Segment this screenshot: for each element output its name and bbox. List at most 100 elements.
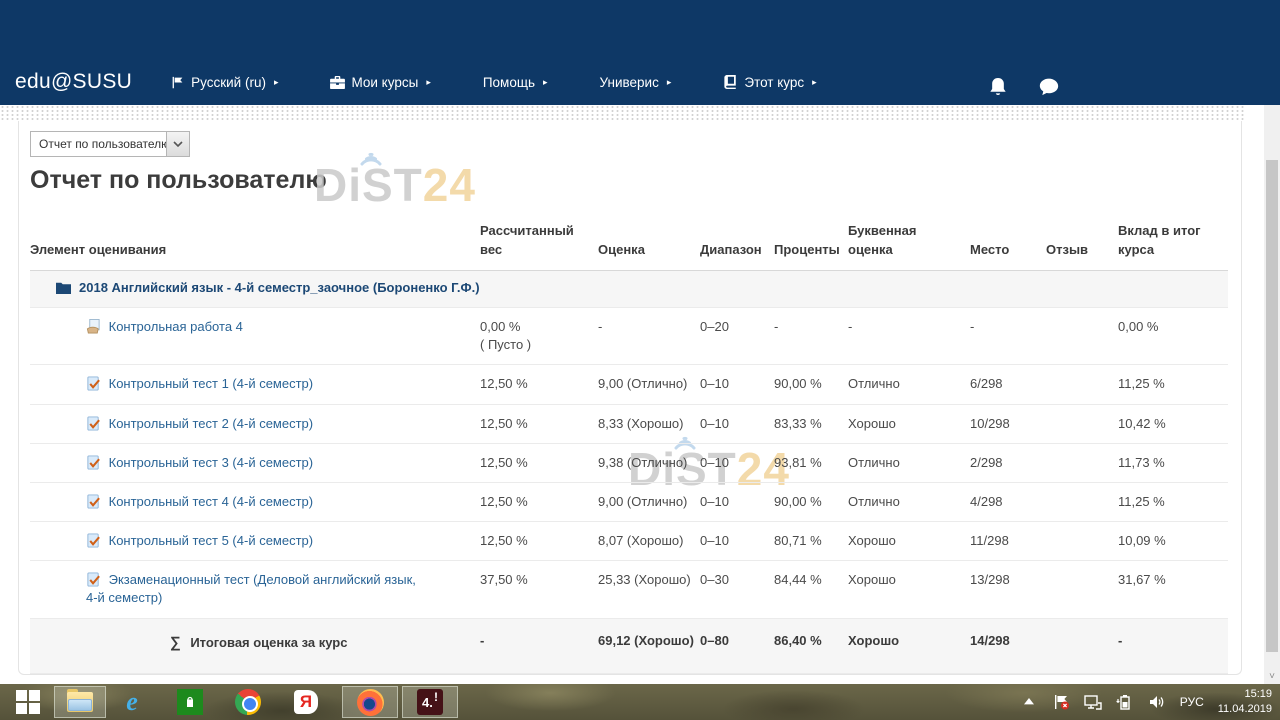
range-value: 0–30 — [700, 572, 729, 588]
percent-value: 93,81 % — [774, 454, 822, 470]
feedback-value — [1046, 618, 1118, 673]
col-header-percent: Проценты — [774, 241, 840, 257]
folder-icon — [56, 282, 71, 294]
report-type-select-value: Отчет по пользователю — [39, 137, 166, 151]
action-center-flag-icon[interactable] — [1052, 694, 1070, 710]
menu-item-label: Русский (ru) — [191, 74, 266, 90]
contribution-value: 11,73 % — [1118, 454, 1165, 470]
chevron-right-icon: ▸ — [543, 76, 548, 87]
grade-value: 8,07 (Хорошо) — [598, 533, 684, 549]
scrollbar-down-arrow[interactable]: ˅ — [1269, 671, 1275, 682]
volume-icon[interactable] — [1148, 694, 1166, 710]
taskbar-windows-store[interactable] — [168, 686, 212, 718]
quiz-icon — [87, 533, 100, 548]
content-card — [18, 121, 1242, 675]
quiz-icon — [87, 494, 100, 509]
table-row: Контрольный тест 2 (4-й семестр) 12,50 %… — [30, 404, 1228, 444]
letter-value: Хорошо — [848, 533, 896, 549]
grade-item-link[interactable]: Экзаменационный тест (Деловой английский… — [86, 572, 416, 606]
course-total-row: ∑ Итоговая оценка за курс - 69,12 (Хорош… — [30, 618, 1228, 674]
file-explorer-icon — [67, 689, 93, 712]
report-type-select[interactable]: Отчет по пользователю — [30, 131, 190, 157]
chrome-icon — [235, 689, 261, 715]
table-header-row: Элемент оценивания Рассчитанный вес Оцен… — [30, 222, 1228, 271]
clock[interactable]: 15:19 11.04.2019 — [1218, 687, 1272, 717]
menu-item-help[interactable]: Помощь ▸ — [483, 75, 548, 90]
battery-icon[interactable] — [1116, 694, 1134, 710]
grade-item-link[interactable]: Контрольный тест 2 (4-й семестр) — [108, 415, 314, 431]
col-header-weight: Рассчитанный вес — [480, 223, 574, 257]
grade-item-link[interactable]: Контрольный тест 5 (4-й семестр) — [108, 533, 314, 549]
taskbar-archive-app[interactable]: 4. ! — [402, 686, 458, 718]
grade-item-link[interactable]: Контрольная работа 4 — [108, 318, 243, 334]
contribution-value: 10,42 % — [1118, 415, 1166, 431]
col-header-feedback: Отзыв — [1046, 241, 1089, 257]
quiz-icon — [87, 455, 100, 470]
rank-value: - — [970, 318, 975, 334]
weight-value: 12,50 % — [480, 493, 528, 509]
taskbar-chrome[interactable] — [226, 686, 270, 718]
messages-bubble-icon[interactable] — [1038, 77, 1060, 99]
chevron-right-icon: ▸ — [666, 76, 672, 87]
menu-item-this-course[interactable]: Этот курс ▸ — [723, 75, 817, 90]
range-value: 0–80 — [700, 632, 729, 648]
range-value: 0–10 — [700, 454, 729, 470]
menu-item-univeris[interactable]: Универис ▸ — [600, 75, 672, 90]
tray-show-hidden-icons[interactable] — [1020, 694, 1038, 710]
language-indicator[interactable]: РУС — [1179, 695, 1204, 709]
grade-item-link[interactable]: Контрольный тест 4 (4-й семестр) — [108, 493, 314, 509]
rank-value: 13/298 — [970, 572, 1010, 588]
letter-value: Отлично — [848, 376, 900, 392]
letter-value: Отлично — [848, 493, 900, 509]
weight-value: - — [480, 632, 485, 648]
start-button[interactable] — [6, 686, 50, 718]
taskbar-file-explorer[interactable] — [54, 686, 106, 718]
select-dropdown-button[interactable] — [166, 132, 189, 156]
percent-value: 90,00 % — [774, 493, 822, 509]
system-tray: РУС 15:19 11.04.2019 — [1020, 687, 1280, 717]
weight-value: 12,50 % — [480, 454, 528, 470]
quiz-icon — [87, 416, 100, 431]
contribution-value: 10,09 % — [1118, 533, 1166, 549]
taskbar-internet-explorer[interactable]: e — [110, 686, 154, 718]
letter-value: Хорошо — [848, 572, 896, 588]
notifications-bell-icon[interactable] — [988, 77, 1010, 99]
scrollbar-thumb[interactable] — [1266, 160, 1278, 652]
weight-value: 0,00 % — [480, 318, 521, 334]
grade-value: 69,12 (Хорошо) — [598, 632, 694, 648]
taskbar-firefox[interactable] — [342, 686, 398, 718]
taskbar-yandex-browser[interactable]: Я — [284, 686, 328, 718]
windows-store-icon — [177, 689, 203, 715]
chevron-down-icon — [173, 140, 183, 147]
letter-value: - — [848, 318, 853, 334]
col-header-letter: Буквенная оценка — [848, 223, 917, 257]
internet-explorer-icon: e — [126, 687, 138, 716]
range-value: 0–10 — [700, 493, 729, 509]
contribution-value: 31,67 % — [1118, 572, 1166, 588]
contribution-value: - — [1118, 632, 1123, 648]
site-logo[interactable]: edu@SUSU — [15, 70, 133, 93]
range-value: 0–10 — [700, 533, 729, 549]
rank-value: 14/298 — [970, 632, 1010, 648]
total-label: Итоговая оценка за курс — [190, 634, 348, 650]
feedback-value — [1046, 443, 1118, 482]
feedback-value — [1046, 522, 1118, 561]
menu-item-language[interactable]: Русский (ru) ▸ — [170, 75, 278, 90]
weight-value: 37,50 % — [480, 572, 528, 588]
menu-item-my-courses[interactable]: Мои курсы ▸ — [330, 75, 431, 90]
letter-value: Хорошо — [848, 415, 896, 431]
table-row: Контрольный тест 5 (4-й семестр) 12,50 %… — [30, 522, 1228, 561]
feedback-value — [1046, 365, 1118, 404]
network-icon[interactable] — [1084, 694, 1102, 710]
quiz-icon — [87, 376, 100, 391]
table-row: Контрольный тест 3 (4-й семестр) 12,50 %… — [30, 443, 1228, 483]
range-value: 0–10 — [700, 415, 729, 431]
percent-value: 80,71 % — [774, 533, 822, 549]
grade-item-link[interactable]: Контрольный тест 3 (4-й семестр) — [108, 454, 314, 470]
firefox-icon — [356, 688, 384, 716]
flag-icon — [170, 75, 185, 89]
grade-item-link[interactable]: Контрольный тест 1 (4-й семестр) — [108, 376, 314, 392]
percent-value: - — [774, 318, 779, 334]
vertical-scrollbar[interactable]: ˅ — [1264, 105, 1280, 684]
site-header: edu@SUSU Русский (ru) ▸ Мои курсы ▸ Помо… — [0, 0, 1280, 105]
